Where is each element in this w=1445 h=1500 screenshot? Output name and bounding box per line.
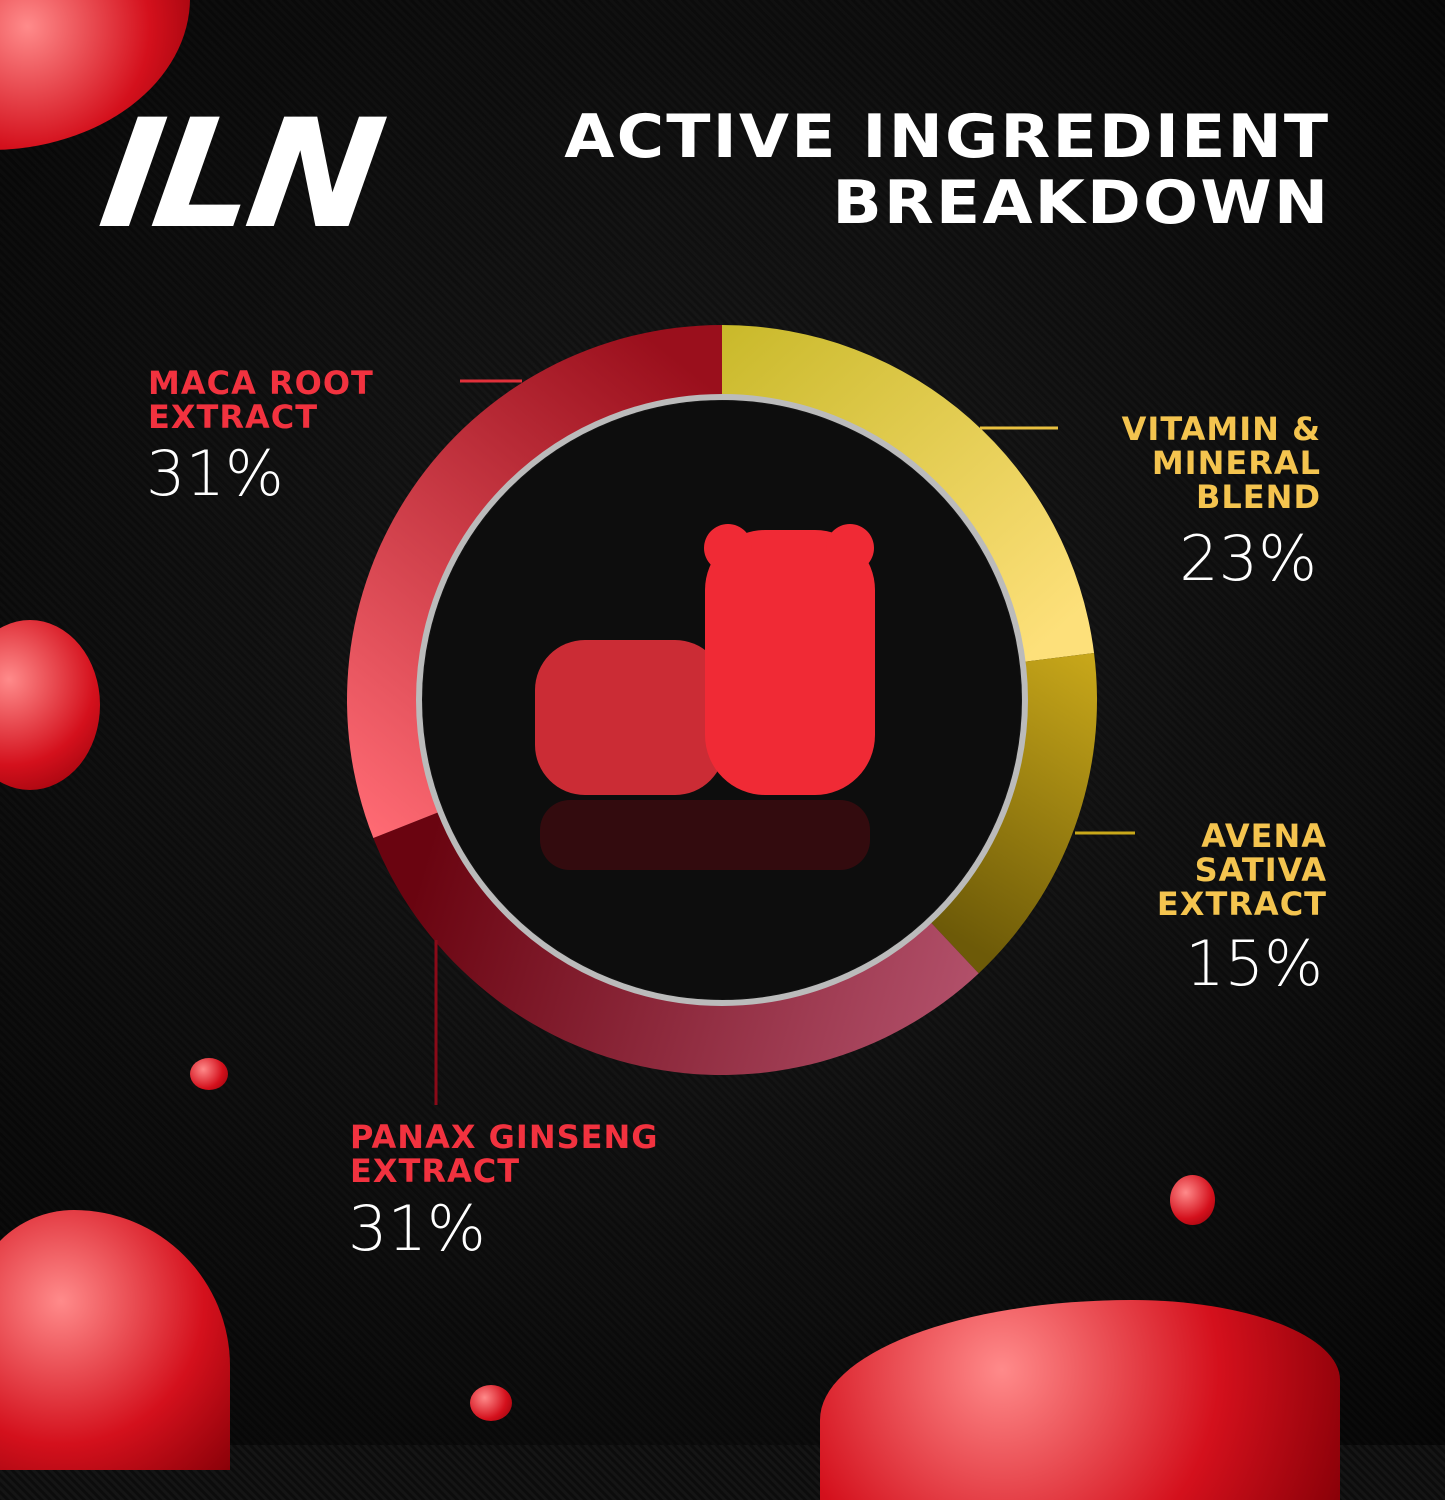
vitamin-label-line: VITAMIN & bbox=[1121, 410, 1321, 448]
panax-percent: 31% bbox=[348, 1192, 486, 1265]
title-line-2: BREAKDOWN bbox=[832, 168, 1330, 238]
donut-slice-maca-root-extract bbox=[347, 325, 722, 839]
maca-label: MACA ROOT EXTRACT bbox=[148, 366, 374, 434]
juice-splash bbox=[190, 1058, 228, 1090]
avena-percent: 15% bbox=[1185, 927, 1323, 1000]
avena-label-line: SATIVA bbox=[1194, 851, 1327, 889]
maca-percent: 31% bbox=[146, 437, 284, 510]
donut-chart bbox=[347, 325, 1135, 1105]
panax-label-line: PANAX GINSENG bbox=[350, 1118, 659, 1156]
panax-label-line: EXTRACT bbox=[350, 1152, 521, 1190]
juice-splash bbox=[470, 1385, 512, 1421]
vitamin-label-line: BLEND bbox=[1196, 478, 1321, 516]
donut-slice-panax-ginseng-extract bbox=[373, 812, 979, 1075]
vitamin-label: VITAMIN & MINERAL BLEND bbox=[1122, 412, 1321, 514]
title-line-1: ACTIVE INGREDIENT bbox=[563, 102, 1330, 172]
donut-slice-avena-sativa-extract bbox=[930, 653, 1097, 974]
avena-label-line: AVENA bbox=[1201, 817, 1327, 855]
avena-label-line: EXTRACT bbox=[1156, 885, 1327, 923]
page-title: ACTIVE INGREDIENT BREAKDOWN bbox=[564, 104, 1330, 236]
maca-label-line: MACA ROOT bbox=[148, 364, 374, 402]
vitamin-label-line: MINERAL bbox=[1151, 444, 1321, 482]
inner-ring-rim bbox=[416, 394, 1028, 1006]
panax-label: PANAX GINSENG EXTRACT bbox=[350, 1120, 659, 1188]
juice-splash bbox=[1170, 1175, 1215, 1225]
gummy-bear-image bbox=[535, 524, 875, 870]
maca-label-line: EXTRACT bbox=[148, 398, 319, 436]
vitamin-percent: 23% bbox=[1179, 522, 1317, 595]
avena-label: AVENA SATIVA EXTRACT bbox=[1157, 819, 1327, 921]
